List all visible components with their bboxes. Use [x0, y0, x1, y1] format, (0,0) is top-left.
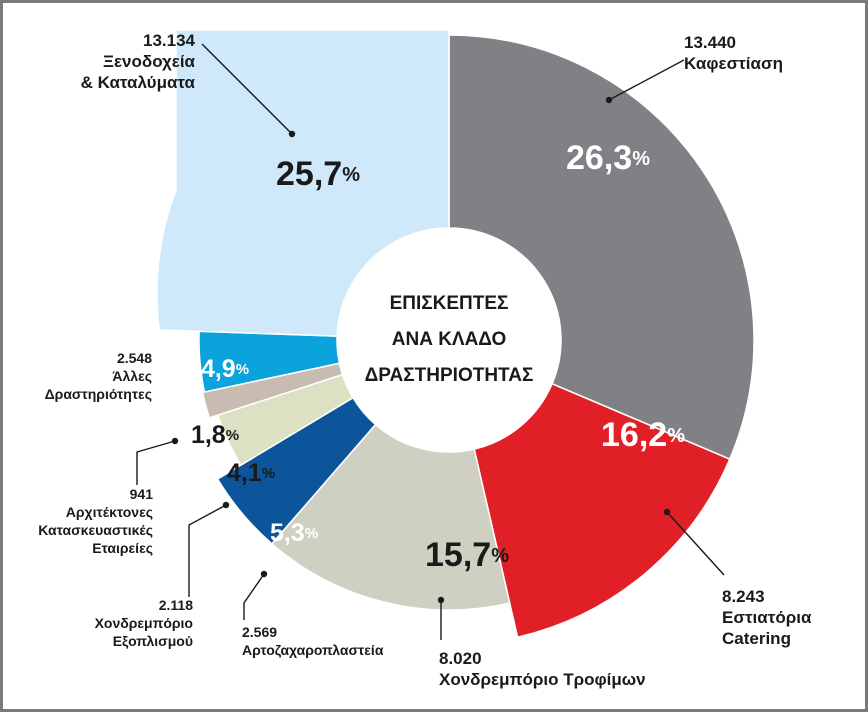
category-label-xondremporio-exoplismou-2: Εξοπλισμού: [113, 633, 193, 649]
value-label-estiatoria: 8.243: [722, 587, 765, 606]
category-label-alles-2: Δραστηριότητες: [45, 386, 152, 402]
leader-line-estiatoria: [666, 511, 725, 576]
leader-dot-estiatoria: [663, 508, 671, 516]
leader-dot-xenodoxeia: [288, 130, 296, 138]
category-label-estiatoria-2: Catering: [722, 629, 791, 648]
percent-label-xondremporio-trofimon: 15,7%: [425, 536, 509, 574]
percent-label-arxitektones: 1,8%: [191, 421, 239, 449]
percent-label-estiatoria: 16,2%: [601, 416, 685, 454]
category-label-xondremporio-trofimon-1: Χονδρεμπόριο Τροφίμων: [439, 670, 646, 689]
category-label-xenodoxeia-2: & Καταλύματα: [81, 73, 196, 92]
leader-dot-kafestiasi: [605, 96, 613, 104]
leader-line-xondremporio-exoplismou: [188, 504, 227, 597]
leader-line-arxitektones: [136, 440, 176, 485]
leader-line-xenodoxeia: [201, 43, 293, 135]
value-label-artozaxaroplasteia: 2.569: [242, 624, 277, 640]
percent-label-alles: 4,9%: [201, 355, 249, 383]
percent-label-xondremporio-exoplismou: 4,1%: [227, 459, 275, 487]
category-label-xenodoxeia-1: Ξενοδοχεία: [103, 52, 196, 71]
value-label-xondremporio-exoplismou: 2.118: [159, 597, 193, 613]
category-label-kafestiasi-1: Καφεστίαση: [684, 54, 783, 73]
value-label-kafestiasi: 13.440: [684, 33, 736, 52]
donut-hole: [337, 228, 561, 452]
leader-dot-xondremporio-exoplismou: [222, 501, 230, 509]
category-label-arxitektones-1: Αρχιτέκτονες: [66, 504, 153, 520]
category-label-estiatoria-1: Εστιατόρια: [722, 608, 812, 627]
leader-line-artozaxaroplasteia: [243, 573, 265, 620]
percent-label-kafestiasi: 26,3%: [566, 139, 650, 177]
percent-label-artozaxaroplasteia: 5,3%: [270, 519, 318, 547]
category-label-artozaxaroplasteia-1: Αρτοζαχαροπλαστεία: [242, 642, 384, 658]
category-label-alles-1: Άλλες: [112, 368, 152, 384]
labels-group: 26,3% 13.440 Καφεστίαση 16,2% 8.243 Εστιατόρι…: [38, 31, 812, 689]
center-title-line-1: ΕΠΙΣΚΕΠΤΕΣ: [390, 293, 509, 314]
percent-label-xenodoxeia: 25,7%: [276, 155, 360, 193]
value-label-xenodoxeia: 13.134: [143, 31, 196, 50]
value-label-alles: 2.548: [117, 350, 152, 366]
leader-dot-artozaxaroplasteia: [260, 570, 268, 578]
category-label-arxitektones-2: Κατασκευαστικές: [38, 522, 153, 538]
center-title-line-2: ΑΝΑ ΚΛΑΔΟ: [392, 329, 506, 350]
value-label-arxitektones: 941: [130, 486, 154, 502]
category-label-xondremporio-exoplismou-1: Χονδρεμπόριο: [95, 615, 193, 631]
category-label-arxitektones-3: Εταιρείες: [92, 540, 153, 556]
center-title-line-3: ΔΡΑΣΤΗΡΙΟΤΗΤΑΣ: [365, 365, 534, 386]
leader-dot-arxitektones: [171, 437, 179, 445]
slices-group: [156, 29, 755, 639]
leader-line-kafestiasi: [608, 59, 685, 101]
leader-dot-xondremporio-trofimon: [437, 596, 445, 604]
value-label-xondremporio-trofimon: 8.020: [439, 649, 482, 668]
